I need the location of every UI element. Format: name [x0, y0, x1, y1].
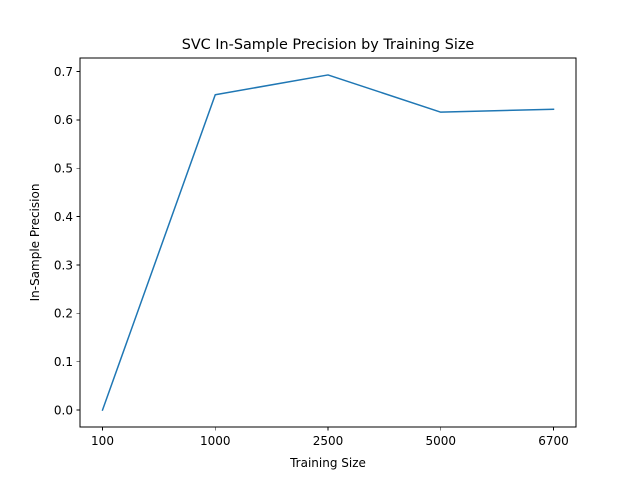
- y-tick-label: 0.7: [54, 65, 73, 79]
- x-tick-label: 2500: [313, 434, 344, 448]
- plot-area-frame: [79, 57, 577, 428]
- x-tick-label: 5000: [425, 434, 456, 448]
- y-tick-label: 0.4: [54, 210, 73, 224]
- x-axis: 100 1000 2500 5000 6700: [91, 427, 569, 448]
- y-tick-label: 0.3: [54, 258, 73, 272]
- y-axis-label: In-Sample Precision: [28, 184, 42, 302]
- y-tick-label: 0.5: [54, 162, 73, 176]
- x-tick-label: 1000: [200, 434, 231, 448]
- y-axis: 0.0 0.1 0.2 0.3 0.4 0.5 0.6 0.7: [54, 65, 80, 417]
- y-tick-label: 0.6: [54, 113, 73, 127]
- y-tick-label: 0.0: [54, 403, 73, 417]
- x-axis-label: Training Size: [289, 456, 366, 470]
- y-tick-label: 0.2: [54, 307, 73, 321]
- series-line: [101, 74, 555, 412]
- y-tick-label: 0.1: [54, 355, 73, 369]
- chart-title: SVC In-Sample Precision by Training Size: [182, 37, 475, 53]
- x-tick-label: 100: [91, 434, 114, 448]
- series-layer: [101, 74, 555, 412]
- x-tick-label: 6700: [538, 434, 569, 448]
